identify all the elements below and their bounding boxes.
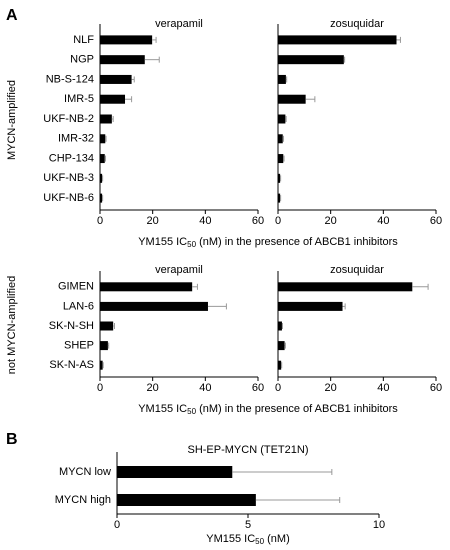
y-tick-label: MYCN high — [55, 494, 111, 506]
bar — [100, 301, 208, 311]
x-axis-label: YM155 IC50 (nM) in the presence of ABCB1… — [138, 403, 398, 416]
x-tick-label: 0 — [275, 382, 281, 394]
x-tick-label: 60 — [430, 215, 442, 227]
x-tick-label: 20 — [325, 382, 337, 394]
bar — [278, 94, 306, 104]
bar — [278, 154, 284, 164]
bar — [278, 301, 343, 311]
x-axis-label-part: 50 — [187, 240, 196, 249]
x-axis-label-part: YM155 IC — [138, 236, 187, 248]
x-tick-label: 60 — [430, 382, 442, 394]
y-tick-label: IMR-5 — [64, 93, 94, 105]
bar — [278, 134, 283, 144]
x-tick-label: 0 — [275, 215, 281, 227]
x-tick-label: 60 — [252, 215, 264, 227]
x-tick-label: 0 — [97, 382, 103, 394]
bar — [100, 360, 103, 370]
bar — [100, 94, 126, 104]
bar — [100, 134, 106, 144]
bar — [100, 35, 153, 45]
panel-label: B — [6, 431, 18, 448]
x-tick-label: 5 — [245, 519, 251, 531]
x-axis-label-part: (nM) — [264, 533, 290, 545]
y-tick-label: UKF-NB-3 — [43, 172, 94, 184]
bar — [100, 282, 193, 292]
y-tick-label: SK-N-AS — [49, 359, 94, 371]
bar — [100, 341, 108, 351]
bar — [278, 360, 282, 370]
y-tick-label: SK-N-SH — [49, 320, 94, 332]
bar — [100, 114, 112, 124]
x-axis-label-part: (nM) in the presence of ABCB1 inhibitors — [196, 403, 398, 415]
y-tick-label: NGP — [70, 54, 94, 66]
x-axis-label: YM155 IC50 (nM) in the presence of ABCB1… — [138, 236, 398, 249]
bar — [278, 173, 281, 183]
bar — [278, 282, 413, 292]
bar — [100, 193, 103, 203]
y-axis-label: MYCN-amplified — [6, 80, 18, 160]
bar — [117, 494, 256, 506]
y-tick-label: CHP-134 — [49, 152, 94, 164]
x-axis-label: YM155 IC50 (nM) — [206, 533, 290, 546]
bar — [117, 466, 233, 478]
x-axis-label-part: YM155 IC — [206, 533, 255, 545]
bar — [278, 114, 286, 124]
x-axis-label-part: 50 — [255, 537, 264, 546]
y-tick-label: MYCN low — [59, 466, 111, 478]
y-tick-label: UKF-NB-6 — [43, 192, 94, 204]
bar — [100, 55, 145, 65]
y-tick-label: IMR-32 — [58, 133, 94, 145]
x-tick-label: 60 — [252, 382, 264, 394]
facet-title: verapamil — [155, 18, 203, 30]
y-axis-label: not MYCN-amplified — [6, 276, 18, 374]
bar — [278, 341, 285, 351]
bar — [100, 154, 105, 164]
x-axis-label-part: 50 — [187, 407, 196, 416]
bar — [100, 173, 103, 183]
bar — [100, 74, 132, 84]
x-tick-label: 40 — [377, 382, 389, 394]
x-tick-label: 40 — [199, 382, 211, 394]
x-axis-label-part: (nM) in the presence of ABCB1 inhibitors — [196, 236, 398, 248]
bar — [278, 321, 282, 331]
facet-title: zosuquidar — [330, 264, 384, 276]
facet-title: zosuquidar — [330, 18, 384, 30]
x-axis-label-part: YM155 IC — [138, 403, 187, 415]
y-tick-label: NB-S-124 — [46, 73, 94, 85]
bar — [278, 35, 397, 45]
bar — [278, 55, 344, 65]
y-tick-label: UKF-NB-2 — [43, 113, 94, 125]
x-tick-label: 20 — [147, 215, 159, 227]
y-tick-label: GIMEN — [58, 281, 94, 293]
y-tick-label: LAN-6 — [63, 300, 94, 312]
x-tick-label: 0 — [97, 215, 103, 227]
bar — [278, 74, 286, 84]
bar — [100, 321, 114, 331]
bar — [278, 193, 281, 203]
x-tick-label: 20 — [147, 382, 159, 394]
y-tick-label: SHEP — [64, 340, 94, 352]
x-tick-label: 0 — [114, 519, 120, 531]
y-tick-label: NLF — [73, 34, 94, 46]
chart-title: SH-EP-MYCN (TET21N) — [187, 444, 308, 456]
facet-title: verapamil — [155, 264, 203, 276]
x-tick-label: 10 — [373, 519, 385, 531]
x-tick-label: 20 — [325, 215, 337, 227]
x-tick-label: 40 — [199, 215, 211, 227]
panel-label: A — [6, 7, 18, 24]
x-tick-label: 40 — [377, 215, 389, 227]
